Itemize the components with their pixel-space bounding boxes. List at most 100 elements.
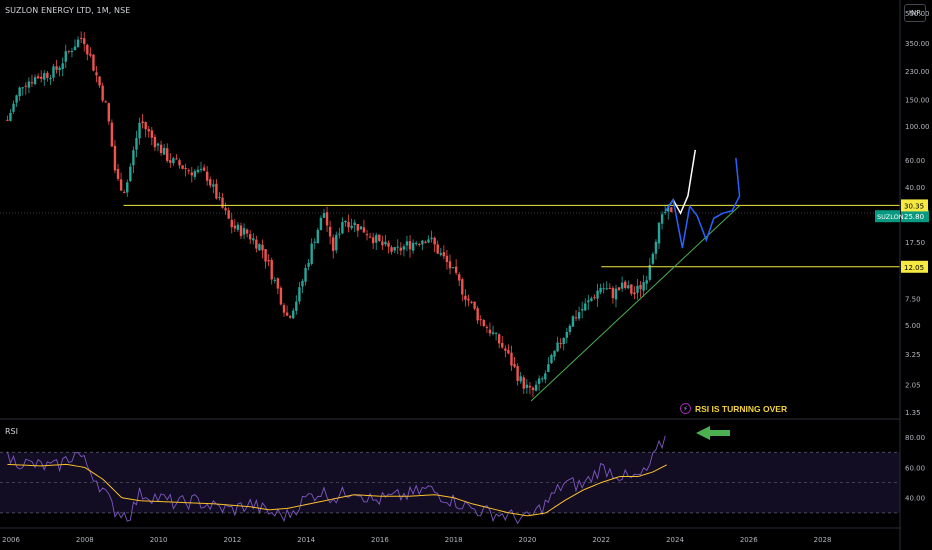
candle-body	[285, 312, 289, 316]
candle-body	[464, 295, 467, 300]
price-tick-label: 7.50	[905, 295, 921, 303]
candle-body	[390, 247, 393, 252]
candle-body	[49, 78, 52, 80]
candle-body	[445, 255, 449, 263]
candle-body	[624, 281, 627, 288]
candle-body	[12, 103, 15, 112]
candle-body	[199, 168, 203, 170]
candle-body	[414, 242, 418, 244]
candle-body	[411, 242, 415, 251]
candle-body	[347, 221, 350, 228]
candle-body	[193, 171, 197, 177]
candle-body	[467, 298, 470, 301]
candle-body	[233, 225, 237, 229]
candle-body	[371, 237, 375, 244]
candle-body	[620, 282, 624, 289]
candle-body	[375, 235, 378, 243]
candle-body	[319, 217, 323, 231]
candle-body	[547, 364, 550, 372]
candle-body	[528, 385, 532, 388]
candle-body	[331, 237, 335, 251]
rsi-pane	[0, 426, 900, 525]
candle-body	[279, 287, 283, 305]
candle-body	[482, 320, 486, 327]
candle-body	[276, 278, 280, 289]
candle-body	[132, 150, 135, 166]
drawings	[123, 149, 900, 402]
candle-body	[261, 244, 264, 251]
candle-body	[159, 144, 163, 154]
candle-body	[150, 130, 154, 138]
candle-body	[147, 128, 150, 132]
candle-body	[95, 72, 98, 76]
candle-body	[636, 285, 639, 293]
candle-body	[55, 66, 58, 70]
candle-body	[30, 82, 34, 84]
candle-body	[534, 384, 538, 391]
candle-body	[61, 63, 64, 69]
candle-body	[454, 266, 458, 273]
candle-body	[335, 234, 338, 251]
candle-body	[599, 287, 602, 293]
year-tick-label: 2012	[223, 536, 241, 544]
candle-body	[451, 267, 455, 269]
candle-body	[663, 211, 667, 213]
price-tick-label: 1.35	[905, 409, 921, 417]
year-tick-label: 2020	[519, 536, 537, 544]
candle-body	[181, 165, 184, 169]
candle-body	[282, 305, 286, 313]
candle-body	[522, 377, 525, 389]
candle-body	[138, 122, 141, 139]
candle-body	[184, 168, 187, 170]
candle-body	[587, 300, 590, 303]
price-axis: 1.35 2.05 3.25 5.00 7.50 12.05 17.50 25.80SUZLO…	[875, 0, 930, 550]
candle-body	[73, 46, 77, 51]
candle-body	[221, 197, 224, 208]
candle-body	[298, 287, 301, 302]
candle-body	[568, 325, 572, 332]
candle-body	[202, 167, 206, 171]
candle-body	[630, 284, 633, 294]
candle-body	[590, 298, 593, 301]
candle-body	[381, 241, 384, 246]
candle-body	[288, 316, 292, 318]
year-tick-label: 2022	[592, 536, 610, 544]
candle-body	[344, 220, 347, 223]
currency-button[interactable]: INR	[904, 4, 926, 22]
candle-body	[122, 191, 126, 193]
rsi-ma-line	[7, 463, 667, 517]
rsi-tick-label: 80.00	[905, 434, 925, 442]
candle-body	[129, 166, 132, 182]
candle-body	[436, 244, 439, 254]
symbol-tag: SUZLON	[877, 213, 904, 221]
candle-body	[574, 317, 578, 319]
candle-body	[580, 309, 584, 311]
candle-body	[135, 138, 138, 150]
level-label: 30.35	[904, 202, 924, 210]
candle-body	[519, 376, 522, 382]
candle-body	[510, 352, 513, 366]
candle-body	[119, 179, 123, 191]
candle-body	[368, 236, 372, 238]
candle-body	[470, 301, 473, 303]
price-tick-label: 150.00	[905, 96, 930, 104]
year-tick-label: 2014	[297, 536, 315, 544]
candle-body	[494, 332, 498, 334]
candle-body	[584, 303, 587, 311]
candle-body	[651, 253, 655, 264]
left-arrow-icon	[696, 426, 730, 440]
candle-body	[602, 288, 605, 290]
candle-body	[316, 229, 320, 244]
candle-body	[9, 112, 12, 121]
candle-body	[461, 279, 464, 295]
candle-body	[15, 95, 18, 103]
candle-body	[513, 364, 516, 367]
candle-body	[476, 308, 479, 321]
price-tick-label: 550.00	[905, 10, 930, 18]
candle-body	[504, 348, 507, 351]
candle-body	[292, 310, 295, 319]
candle-body	[313, 241, 316, 243]
year-tick-label: 2018	[445, 536, 463, 544]
candle-body	[86, 44, 89, 55]
